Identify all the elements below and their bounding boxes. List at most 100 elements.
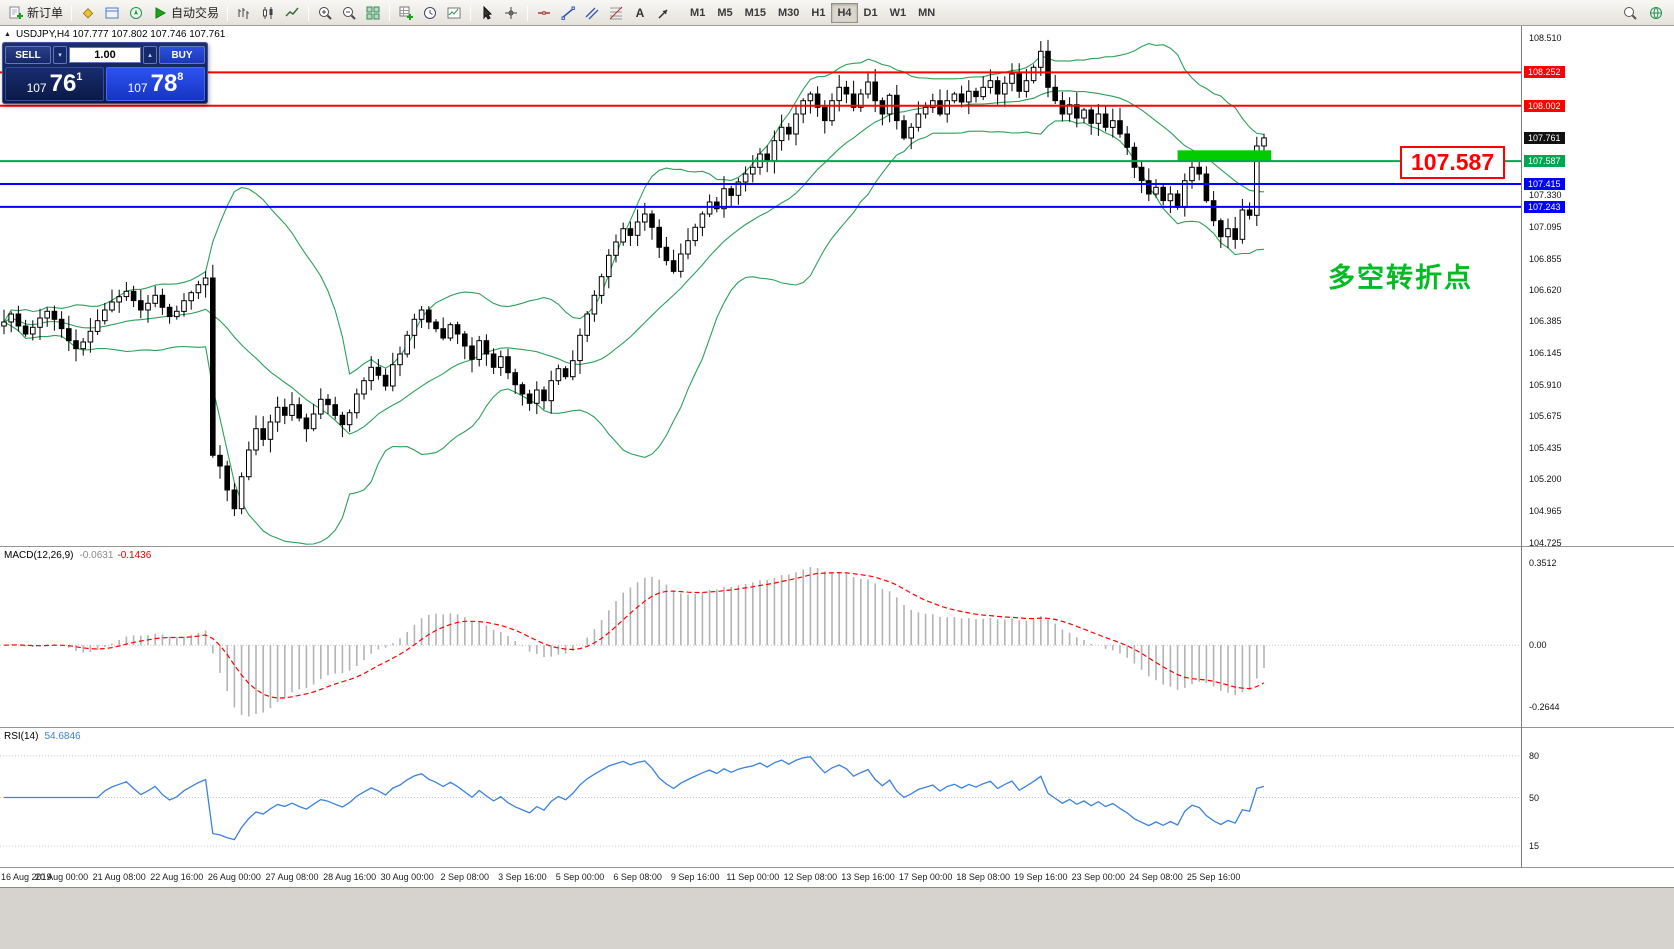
rsi-axis[interactable]: 80 50 15	[1522, 728, 1674, 867]
rsi-panel[interactable]	[0, 728, 1521, 867]
toolbar-separator	[389, 4, 391, 21]
horizontal-level-lines[interactable]	[0, 71, 1521, 208]
arrow-tool-button[interactable]	[652, 2, 676, 23]
channel-tool-button[interactable]	[580, 2, 604, 23]
autotrading-button[interactable]: 自动交易	[148, 2, 223, 23]
macd-svg	[0, 567, 1521, 717]
price-tick: 105.435	[1529, 443, 1562, 453]
highlight-rectangle[interactable]	[1177, 150, 1272, 162]
price-tick: 107.330	[1529, 190, 1562, 201]
price-tick: 104.965	[1529, 505, 1562, 516]
indicators-icon	[399, 6, 414, 20]
price-callout[interactable]: 107.587	[1400, 146, 1506, 179]
time-label: 17 Sep 00:00	[898, 872, 953, 882]
line-chart-mode-button[interactable]	[280, 2, 304, 23]
main-chart-svg	[0, 39, 1521, 545]
sell-price-pip: 1	[76, 71, 83, 83]
buy-button[interactable]: BUY	[159, 46, 205, 64]
trendline-tool-button[interactable]	[556, 2, 580, 23]
volume-up-button[interactable]: ▴	[143, 46, 157, 64]
timeframe-h1[interactable]: H1	[805, 3, 831, 23]
new-order-label: 新订单	[27, 6, 64, 20]
fibonacci-tool-button[interactable]	[604, 2, 628, 23]
bar-chart-mode-icon	[238, 7, 250, 19]
sell-price-button[interactable]: 107 76 1	[5, 67, 104, 101]
text-tool-icon: A	[636, 6, 645, 20]
market-watch-icon	[82, 7, 94, 19]
periods-button[interactable]	[418, 2, 442, 23]
bar-chart-mode-button[interactable]	[232, 2, 256, 23]
main-chart-panel[interactable]	[0, 26, 1521, 546]
price-level-tag: 108.252	[1524, 66, 1565, 79]
time-label: 27 Aug 08:00	[265, 872, 319, 882]
community-icon	[1650, 6, 1662, 19]
templates-button[interactable]	[442, 2, 466, 23]
new-order-button[interactable]: 新订单	[4, 2, 67, 23]
price-axis-border	[1521, 26, 1522, 886]
search-button[interactable]	[1618, 2, 1642, 23]
arrow-tool-icon	[658, 8, 668, 19]
horizontal-line-tool-icon	[538, 10, 551, 15]
current-price-tag: 107.761	[1524, 131, 1565, 144]
timeframe-m1[interactable]: M1	[684, 3, 711, 23]
timeframe-mn[interactable]: MN	[912, 3, 941, 23]
navigator-button[interactable]	[124, 2, 148, 23]
time-label: 6 Sep 08:00	[613, 872, 662, 882]
time-label: 16 Aug 2019	[1, 872, 52, 882]
timeframe-d1[interactable]: D1	[858, 3, 884, 23]
panel-separator[interactable]	[0, 546, 1674, 547]
sell-button[interactable]: SELL	[5, 46, 51, 64]
one-click-panel-toggle-icon[interactable]: ▲	[4, 31, 11, 38]
macd-label: MACD(12,26,9) -0.0631 -0.1436	[4, 550, 151, 561]
zoom-out-button[interactable]	[337, 2, 361, 23]
one-click-trading-panel: SELL ▾ ▴ BUY 107 76 1 107 78 8	[2, 42, 208, 104]
time-label: 2 Sep 08:00	[440, 872, 490, 882]
crosshair-tool-icon	[505, 6, 518, 19]
crosshair-tool-button[interactable]	[499, 2, 523, 23]
time-axis[interactable]: 16 Aug 2019 20 Aug 00:00 21 Aug 08:00 22 Au…	[0, 868, 1674, 886]
timeframe-m5[interactable]: M5	[711, 3, 738, 23]
community-button[interactable]	[1644, 2, 1668, 23]
templates-icon	[447, 7, 461, 18]
time-label: 3 Sep 16:00	[498, 872, 547, 882]
zoom-in-button[interactable]	[313, 2, 337, 23]
tile-windows-button[interactable]	[361, 2, 385, 23]
cursor-tool-button[interactable]	[475, 2, 499, 23]
price-tick: 107.095	[1529, 221, 1562, 232]
trade-panel-controls: SELL ▾ ▴ BUY	[5, 45, 205, 65]
rsi-value: 54.6846	[44, 731, 81, 742]
macd-panel[interactable]	[0, 547, 1521, 727]
volume-input[interactable]	[69, 47, 141, 63]
toolbar-separator	[71, 4, 73, 21]
volume-down-button[interactable]: ▾	[53, 46, 67, 64]
price-axis[interactable]: 108.510 107.330 107.095 106.855 106.620 106.3…	[1522, 26, 1674, 548]
price-tick: 106.145	[1529, 348, 1562, 359]
timeframe-m15[interactable]: M15	[739, 3, 772, 23]
time-label: 22 Aug 16:00	[150, 872, 204, 882]
time-label: 25 Sep 16:00	[1186, 872, 1241, 882]
toolbar: 新订单 自动交易 A M1 M5 M15 M30 H1 H4 D1 W1 MN	[0, 0, 1674, 26]
toolbar-separator	[227, 4, 229, 21]
sell-price-big: 76	[49, 70, 77, 97]
zoom-out-icon	[343, 6, 356, 20]
buy-price-big: 78	[150, 70, 178, 97]
timeframe-w1[interactable]: W1	[884, 3, 913, 23]
macd-axis[interactable]: 0.3512 0.00 -0.2644	[1522, 547, 1674, 727]
price-level-tag: 107.415	[1524, 178, 1565, 190]
toolbar-separator	[470, 4, 472, 21]
timeframe-h4[interactable]: H4	[831, 2, 858, 23]
indicators-button[interactable]	[394, 2, 418, 23]
data-window-button[interactable]	[100, 2, 124, 23]
line-chart-mode-icon	[285, 7, 299, 17]
time-label: 24 Sep 08:00	[1129, 872, 1183, 882]
text-tool-button[interactable]: A	[628, 2, 652, 23]
toolbar-buttons: 新订单 自动交易 A	[4, 2, 676, 23]
time-label: 21 Aug 08:00	[92, 872, 146, 882]
panel-separator[interactable]	[0, 727, 1674, 728]
buy-price-button[interactable]: 107 78 8	[106, 67, 205, 101]
candlestick-mode-button[interactable]	[256, 2, 280, 23]
timeframe-m30[interactable]: M30	[772, 3, 805, 23]
market-watch-button[interactable]	[76, 2, 100, 23]
rsi-tick: 15	[1529, 841, 1540, 852]
horizontal-line-tool-button[interactable]	[532, 2, 556, 23]
